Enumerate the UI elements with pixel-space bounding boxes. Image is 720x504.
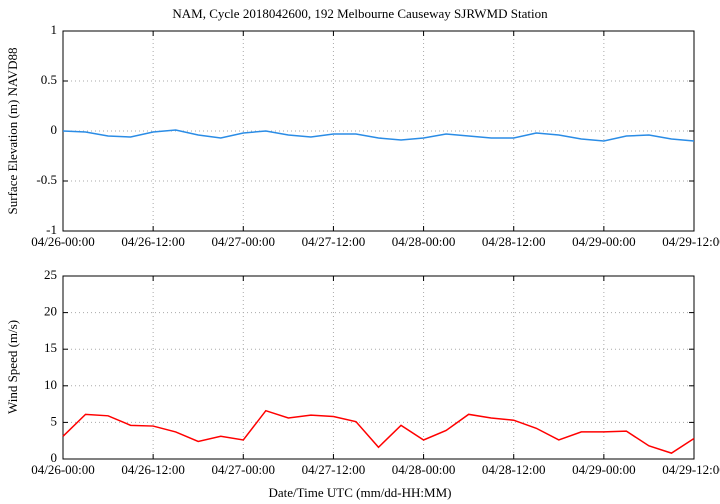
chart-title: NAM, Cycle 2018042600, 192 Melbourne Cau… [172, 6, 548, 21]
x-tick-label: 04/28-12:00 [482, 462, 546, 477]
y-tick-label: 0.5 [41, 72, 57, 87]
x-tick-label: 04/28-00:00 [392, 234, 456, 249]
data-line [62, 129, 695, 142]
x-tick-label: 04/29-00:00 [572, 234, 636, 249]
y-tick-label: -0.5 [36, 172, 57, 187]
x-tick-label: 04/26-00:00 [31, 462, 95, 477]
x-tick-label: 04/29-12:00 [662, 462, 720, 477]
x-tick-label: 04/27-00:00 [212, 234, 276, 249]
x-tick-label: 04/29-12:00 [662, 234, 720, 249]
y-tick-label: 0 [51, 450, 58, 465]
x-axis-label: Date/Time UTC (mm/dd-HH:MM) [269, 485, 452, 500]
x-tick-label: 04/27-12:00 [302, 234, 366, 249]
plot-frame [62, 275, 695, 460]
data-line [62, 409, 695, 454]
x-tick-label: 04/26-12:00 [121, 234, 185, 249]
y-tick-label: 1 [51, 22, 58, 37]
y-tick-label: 5 [51, 413, 58, 428]
x-tick-label: 04/27-00:00 [212, 462, 276, 477]
y-tick-label: 0 [51, 122, 58, 137]
y-tick-label: 15 [44, 340, 57, 355]
y-tick-label: 20 [44, 304, 57, 319]
x-tick-label: 04/29-00:00 [572, 462, 636, 477]
x-tick-label: 04/27-12:00 [302, 462, 366, 477]
x-tick-label: 04/28-12:00 [482, 234, 546, 249]
y-axis-label: Surface Elevation (m) NAVD88 [5, 48, 20, 215]
y-tick-label: 10 [44, 377, 57, 392]
x-tick-label: 04/26-12:00 [121, 462, 185, 477]
y-tick-label: -1 [46, 222, 57, 237]
x-tick-label: 04/28-00:00 [392, 462, 456, 477]
y-axis-label: Wind Speed (m/s) [5, 320, 20, 414]
x-tick-label: 04/26-00:00 [31, 234, 95, 249]
y-tick-label: 25 [44, 267, 57, 282]
